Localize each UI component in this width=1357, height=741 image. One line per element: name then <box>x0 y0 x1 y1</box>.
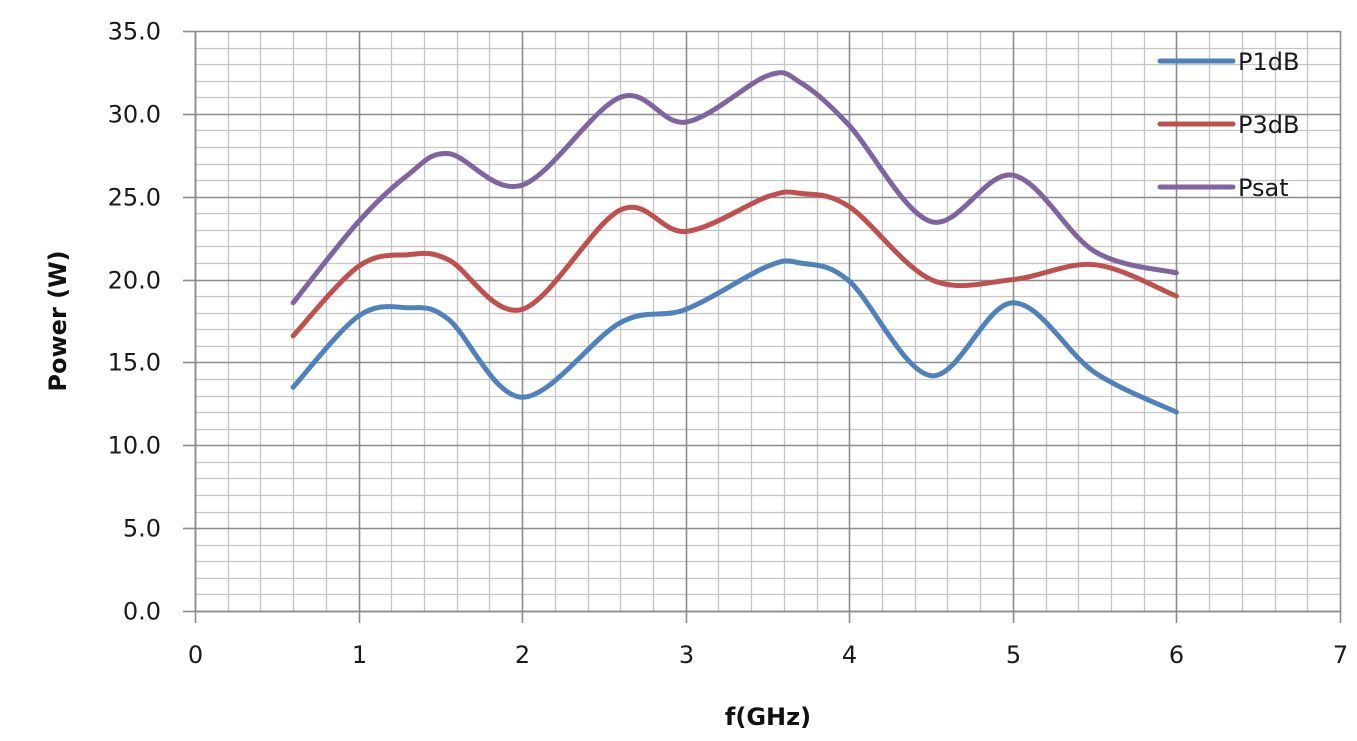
y-axis-title: Power (W) <box>44 250 72 391</box>
major-gridlines <box>194 30 1342 613</box>
axes <box>183 30 1342 623</box>
x-tick-label: 6 <box>1169 641 1184 669</box>
x-axis-tick-labels: 0 1 2 3 4 5 6 7 <box>188 641 1348 669</box>
legend-label: Psat <box>1238 174 1289 202</box>
x-tick-label: 4 <box>842 641 857 669</box>
x-tick-label: 5 <box>1006 641 1021 669</box>
x-tick-label: 2 <box>515 641 530 669</box>
legend-item-p1db: P1dB <box>1157 48 1299 76</box>
y-axis-tick-labels: 0.0 5.0 10.0 15.0 20.0 25.0 30.0 35.0 <box>108 18 161 626</box>
data-series <box>290 70 1179 415</box>
y-tick-label: 30.0 <box>108 101 161 129</box>
x-tick-label: 1 <box>352 641 367 669</box>
series-line-p1db <box>290 258 1179 415</box>
y-tick-label: 10.0 <box>108 432 161 460</box>
y-tick-label: 0.0 <box>123 598 161 626</box>
legend-label: P3dB <box>1238 111 1299 139</box>
legend-item-psat: Psat <box>1157 174 1289 202</box>
y-tick-label: 25.0 <box>108 184 161 212</box>
x-tick-label: 7 <box>1333 641 1348 669</box>
x-tick-label: 3 <box>679 641 694 669</box>
y-tick-label: 5.0 <box>123 515 161 543</box>
series-line-psat <box>290 70 1179 306</box>
legend-label: P1dB <box>1238 48 1299 76</box>
x-tick-label: 0 <box>188 641 203 669</box>
x-axis-title: f(GHz) <box>725 703 811 731</box>
legend-item-p3db: P3dB <box>1157 111 1299 139</box>
legend: P1dB P3dB Psat <box>1157 48 1299 202</box>
series-line-p3db <box>290 189 1179 339</box>
y-tick-label: 20.0 <box>108 267 161 295</box>
y-tick-label: 15.0 <box>108 349 161 377</box>
y-tick-label: 35.0 <box>108 18 161 46</box>
minor-gridlines <box>195 31 1340 611</box>
